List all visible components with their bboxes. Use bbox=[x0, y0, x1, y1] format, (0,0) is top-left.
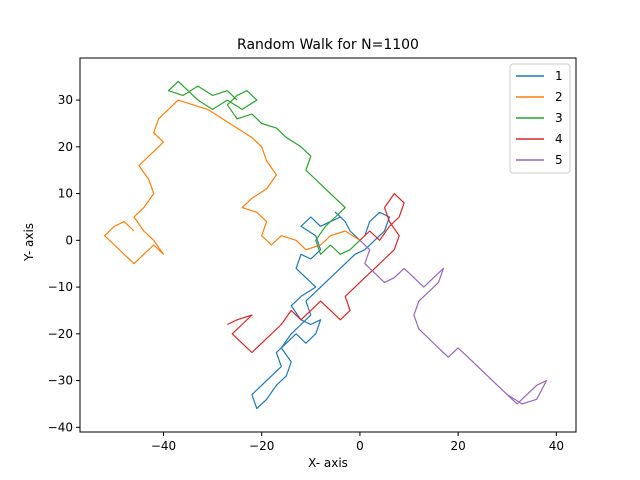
y-tick-label: −40 bbox=[48, 420, 73, 434]
series-line-5 bbox=[359, 239, 548, 405]
chart-title: Random Walk for N=1100 bbox=[237, 37, 419, 53]
x-tick-label: 20 bbox=[450, 439, 465, 453]
legend-label-1: 1 bbox=[555, 69, 563, 83]
x-tick-label: 40 bbox=[549, 439, 564, 453]
series-line-2 bbox=[103, 99, 361, 265]
y-tick-label: −30 bbox=[48, 374, 73, 388]
x-tick-label: 0 bbox=[356, 439, 364, 453]
legend-label-4: 4 bbox=[555, 132, 563, 146]
legend-label-5: 5 bbox=[555, 153, 563, 167]
x-tick-label: −40 bbox=[151, 439, 176, 453]
plot-lines bbox=[103, 80, 548, 410]
series-line-3 bbox=[167, 80, 361, 255]
y-tick-label: 0 bbox=[65, 233, 73, 247]
y-tick-label: −10 bbox=[48, 280, 73, 294]
y-tick-label: 10 bbox=[58, 187, 73, 201]
y-tick-label: 20 bbox=[58, 140, 73, 154]
y-axis-label: Y- axis bbox=[22, 223, 36, 262]
series-line-1 bbox=[251, 211, 390, 410]
series-line-4 bbox=[227, 193, 405, 354]
plot-frame bbox=[79, 57, 577, 433]
x-axis-label: X- axis bbox=[308, 456, 348, 470]
y-axis-ticks: −40 −30 −20 −10 0 10 20 30 bbox=[48, 93, 80, 434]
y-tick-label: 30 bbox=[58, 93, 73, 107]
legend-label-3: 3 bbox=[555, 111, 563, 125]
legend: 1 2 3 4 5 bbox=[509, 63, 571, 174]
x-tick-label: −20 bbox=[249, 439, 274, 453]
legend-label-2: 2 bbox=[555, 90, 563, 104]
x-axis-ticks: −40 −20 0 20 40 bbox=[151, 432, 564, 453]
y-tick-label: −20 bbox=[48, 327, 73, 341]
